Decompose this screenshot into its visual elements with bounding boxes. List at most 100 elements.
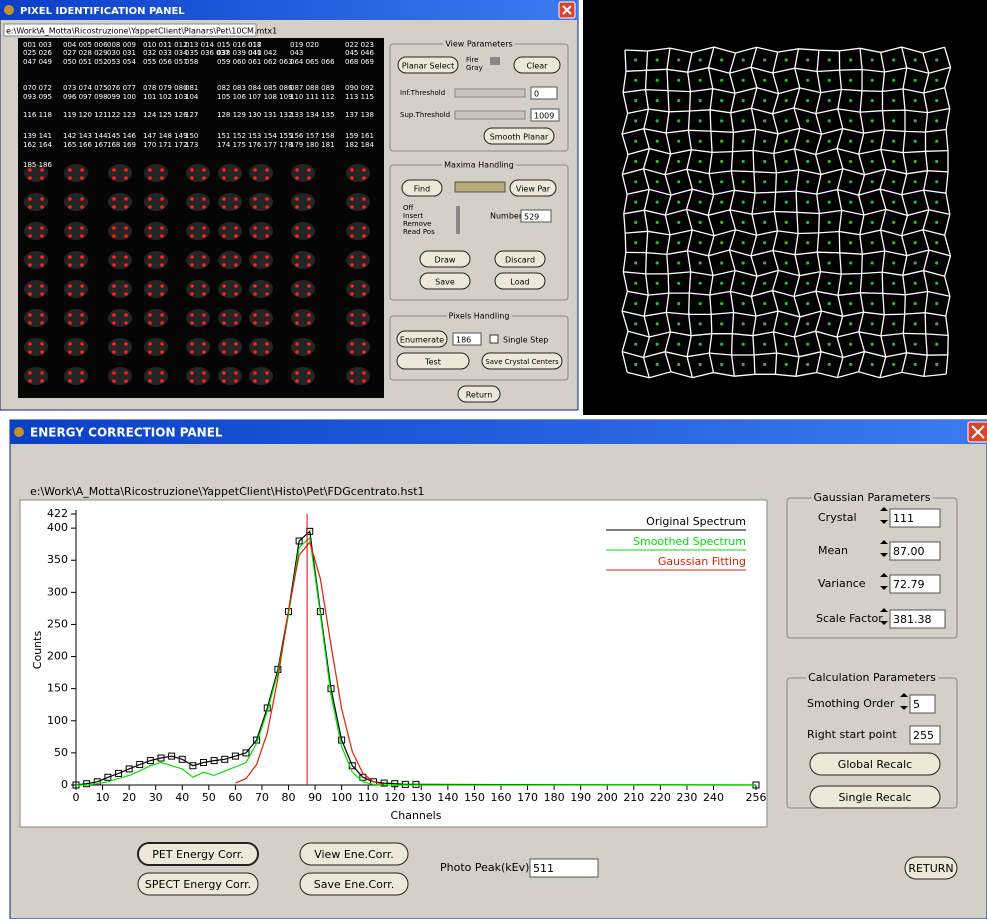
crystal-blob	[346, 367, 370, 385]
button-label[interactable]: Enumerate	[400, 336, 444, 345]
button-label[interactable]: View Par	[516, 185, 551, 194]
button-label[interactable]: Return	[466, 391, 493, 400]
pixel-label: 096 097 098	[63, 93, 108, 101]
checkbox[interactable]	[490, 335, 498, 343]
maxima-dot	[80, 234, 84, 238]
crystal-center	[634, 302, 637, 305]
button-label[interactable]: Planar Select	[402, 62, 454, 71]
crystal-center	[828, 302, 831, 305]
mode-option[interactable]: Read Pos	[403, 228, 435, 236]
button-label[interactable]: RETURN	[908, 862, 953, 875]
maxima-dot	[124, 350, 128, 354]
crystal-blob	[218, 251, 242, 269]
crystal-center	[634, 140, 637, 143]
button-label[interactable]: Single Recalc	[838, 791, 911, 804]
maxima-dot	[202, 379, 206, 383]
crystal-center	[892, 363, 895, 366]
button-label[interactable]: Save	[435, 278, 455, 287]
crystal-center	[634, 119, 637, 122]
mode-option[interactable]: Off	[403, 204, 414, 212]
x-tick-label: 40	[175, 791, 189, 804]
crystal-center	[914, 119, 917, 122]
mode-option[interactable]: Remove	[403, 220, 431, 228]
crystal-center	[656, 180, 659, 183]
crystal-center	[763, 282, 766, 285]
crystal-center	[828, 99, 831, 102]
maxima-dot	[350, 292, 354, 296]
maxima-dot	[68, 284, 72, 288]
button-label[interactable]: Global Recalc	[838, 758, 912, 771]
maxima-dot	[350, 379, 354, 383]
pixel-label: 182 184	[345, 141, 374, 149]
button-label[interactable]: PET Energy Corr.	[152, 848, 244, 861]
maxima-dot	[80, 350, 84, 354]
maxima-dot	[160, 379, 164, 383]
toggle[interactable]	[490, 57, 500, 65]
button-label[interactable]: Discard	[505, 256, 535, 265]
crystal-blob	[346, 193, 370, 211]
slider[interactable]	[455, 111, 525, 119]
maxima-dot	[265, 226, 269, 230]
crystal-center	[742, 363, 745, 366]
crystal-blob	[108, 338, 132, 356]
button-label[interactable]: Load	[510, 278, 529, 287]
crystal-center	[828, 261, 831, 264]
crystal-blob	[108, 309, 132, 327]
button-label[interactable]: Save Ene.Corr.	[314, 878, 394, 891]
crystal-center	[742, 282, 745, 285]
maxima-dot	[68, 379, 72, 383]
button-label[interactable]: SPECT Energy Corr.	[145, 878, 251, 891]
input-value[interactable]: 381.38	[893, 613, 932, 626]
mode-option[interactable]: Insert	[403, 212, 423, 220]
crystal-blob	[249, 164, 273, 182]
maxima-dot	[350, 205, 354, 209]
maxima-dot	[160, 176, 164, 180]
maxima-dot	[68, 234, 72, 238]
crystal-blob	[249, 338, 273, 356]
maxima-dot	[350, 350, 354, 354]
input-value[interactable]: 87.00	[893, 545, 925, 558]
button-label[interactable]: Draw	[435, 256, 456, 265]
slider[interactable]	[455, 89, 525, 97]
crystal-center	[720, 302, 723, 305]
crystal-center	[849, 119, 852, 122]
label: Sup.Threshold	[400, 111, 450, 119]
x-tick-label: 50	[202, 791, 216, 804]
maxima-dot	[80, 263, 84, 267]
input-value[interactable]: 111	[893, 512, 914, 525]
input-value[interactable]: 255	[913, 729, 934, 742]
maxima-dot	[295, 313, 299, 317]
input-value[interactable]: 186	[456, 336, 471, 345]
maxima-dot	[307, 234, 311, 238]
button-label[interactable]: Test	[424, 358, 441, 367]
pixel-label: 105 106	[217, 93, 246, 101]
button-label[interactable]: View Ene.Corr.	[314, 848, 394, 861]
crystal-center	[828, 180, 831, 183]
crystal-center	[935, 140, 938, 143]
mode-slider[interactable]	[456, 206, 460, 234]
maxima-dot	[124, 284, 128, 288]
crystal-blob	[218, 280, 242, 298]
crystal-blob	[218, 367, 242, 385]
maxima-dot	[28, 371, 32, 375]
input-value[interactable]: 72.79	[893, 578, 925, 591]
button-label[interactable]: Find	[414, 185, 430, 194]
maxima-dot	[265, 197, 269, 201]
input-value[interactable]: 0	[534, 90, 539, 99]
maxima-dot	[148, 371, 152, 375]
maxima-dot	[253, 379, 257, 383]
crystal-center	[699, 343, 702, 346]
crystal-center	[677, 58, 680, 61]
input-value[interactable]: 511	[533, 862, 554, 875]
pixel-label: 185 186	[23, 161, 52, 169]
input-value[interactable]: 1009	[534, 112, 554, 121]
input-value[interactable]: 5	[913, 698, 920, 711]
maxima-dot	[295, 197, 299, 201]
maxima-dot	[40, 321, 44, 325]
button-label[interactable]: Smooth Planar	[490, 133, 549, 142]
label: Crystal	[818, 511, 857, 524]
button-label[interactable]: Save Crystal Centers	[485, 358, 559, 366]
label: Photo Peak(kEv)	[440, 861, 529, 874]
input-value[interactable]: 529	[524, 213, 539, 222]
button-label[interactable]: Clear	[527, 62, 549, 71]
